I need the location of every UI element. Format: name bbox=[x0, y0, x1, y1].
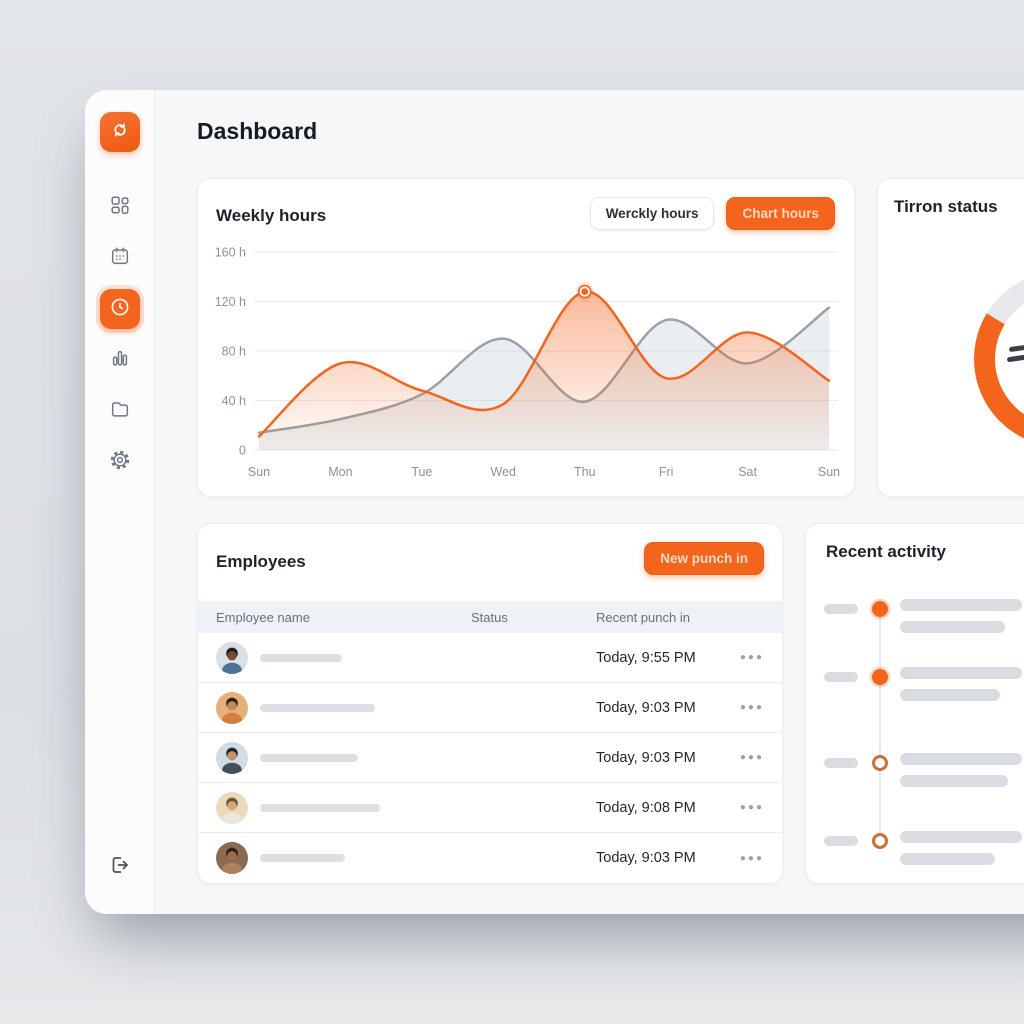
sidebar-item-reports[interactable] bbox=[100, 340, 140, 380]
employee-table-row: Today, 9:03 PM ●●● bbox=[198, 683, 782, 733]
timeline-text-placeholder bbox=[900, 753, 1022, 765]
timeline-dot bbox=[872, 755, 888, 771]
logout-button[interactable] bbox=[85, 853, 154, 882]
weekly-hours-header: Weekly hours Werckly hours Chart hours bbox=[198, 179, 854, 230]
chart-hours-button[interactable]: Chart hours bbox=[726, 197, 835, 230]
recent-activity-title: Recent activity bbox=[826, 542, 946, 561]
grid-dashboard-icon bbox=[109, 194, 131, 221]
timeline-time-placeholder bbox=[824, 836, 858, 846]
employee-avatar bbox=[216, 741, 248, 774]
svg-text:Sun: Sun bbox=[818, 465, 840, 479]
weekly-hours-toggle: Werckly hours Chart hours bbox=[589, 197, 835, 230]
sidebar-item-time-tracking[interactable] bbox=[99, 289, 140, 329]
svg-text:80 h: 80 h bbox=[222, 345, 246, 359]
timeline-text-placeholder bbox=[900, 775, 1008, 787]
column-recent-punch-in: Recent punch in bbox=[596, 609, 690, 625]
timeline-text-placeholder bbox=[900, 689, 1000, 701]
weekly-chart-svg: 0 40 h 80 h 120 h 160 h Sun Mon Tue Wed Thu Fri Sat… bbox=[215, 246, 840, 480]
recent-activity-card: Recent activity bbox=[805, 523, 1024, 884]
row-more-options-icon[interactable]: ●●● bbox=[739, 652, 764, 663]
logout-icon bbox=[108, 853, 132, 882]
row-more-options-icon[interactable]: ●●● bbox=[739, 752, 764, 763]
timeline-dot bbox=[872, 601, 888, 617]
timeline-text-placeholder bbox=[900, 621, 1005, 633]
timeline-time-placeholder bbox=[824, 604, 858, 614]
employee-table-row: Today, 9:55 PM ●●● bbox=[198, 633, 782, 683]
svg-text:40 h: 40 h bbox=[222, 394, 246, 408]
sidebar-item-calendar[interactable] bbox=[100, 238, 140, 278]
timeline-text-placeholder bbox=[900, 667, 1022, 679]
app-window: Dashboard Weekly hours Werckly hours Cha… bbox=[85, 90, 1024, 914]
bar-chart-icon bbox=[109, 347, 131, 374]
employee-name-placeholder bbox=[260, 653, 342, 662]
timeline-time-placeholder bbox=[824, 758, 858, 768]
new-punch-in-button[interactable]: New punch in bbox=[644, 542, 764, 575]
employee-table-row: Today, 9:08 PM ●●● bbox=[198, 783, 782, 833]
svg-text:Wed: Wed bbox=[491, 465, 517, 479]
column-employee-name: Employee name bbox=[216, 609, 310, 625]
sidebar bbox=[85, 90, 155, 914]
main-content: Dashboard Weekly hours Werckly hours Cha… bbox=[155, 90, 1024, 914]
svg-text:Tue: Tue bbox=[411, 465, 432, 479]
timeline-time-placeholder bbox=[824, 672, 858, 682]
sidebar-item-files[interactable] bbox=[100, 391, 140, 431]
tirron-status-card: Tirron status bbox=[877, 178, 1024, 497]
employees-table-header: Employee name Status Recent punch in bbox=[198, 601, 782, 633]
clock-icon bbox=[109, 296, 131, 323]
svg-text:Sun: Sun bbox=[248, 465, 270, 479]
sidebar-nav bbox=[99, 187, 140, 482]
sidebar-item-settings[interactable] bbox=[100, 442, 140, 482]
page-title: Dashboard bbox=[197, 118, 318, 144]
employee-name-placeholder bbox=[260, 854, 345, 862]
svg-text:Fri: Fri bbox=[659, 465, 674, 479]
timeline-connector-line bbox=[879, 609, 881, 841]
settings-gear-icon bbox=[109, 449, 131, 476]
timeline-dot bbox=[872, 669, 888, 685]
employees-header: Employees New punch in bbox=[198, 524, 782, 575]
punch-in-time: Today, 9:03 PM bbox=[596, 850, 696, 866]
svg-text:Sat: Sat bbox=[738, 465, 757, 479]
employee-table-row: Today, 9:03 PM ●●● bbox=[198, 733, 782, 783]
sync-refresh-icon bbox=[109, 119, 131, 146]
employees-card: Employees New punch in Employee name Sta… bbox=[197, 523, 783, 884]
svg-text:160 h: 160 h bbox=[215, 246, 246, 260]
timeline-dot bbox=[872, 833, 888, 849]
employee-avatar bbox=[216, 641, 248, 674]
svg-text:0: 0 bbox=[239, 444, 246, 458]
timeline-text-placeholder bbox=[900, 853, 995, 865]
employees-table-body: Today, 9:55 PM ●●● Today, 9:03 PM ●●● bbox=[198, 633, 782, 883]
weekly-hours-title: Weekly hours bbox=[216, 206, 327, 225]
employee-name-placeholder bbox=[260, 703, 375, 712]
folder-icon bbox=[109, 398, 131, 425]
employee-avatar bbox=[216, 791, 248, 824]
weekly-hours-chart: 0 40 h 80 h 120 h 160 h Sun Mon Tue Wed Thu Fri Sat… bbox=[198, 233, 856, 493]
sidebar-item-dashboard[interactable] bbox=[100, 187, 140, 227]
punch-in-time: Today, 9:55 PM bbox=[596, 649, 696, 666]
app-logo[interactable] bbox=[99, 112, 140, 152]
calendar-icon bbox=[109, 245, 131, 272]
timeline-text-placeholder bbox=[900, 599, 1022, 611]
weekly-hours-button[interactable]: Werckly hours bbox=[589, 197, 715, 230]
punch-in-time: Today, 9:08 PM bbox=[596, 799, 696, 816]
tirron-status-title: Tirron status bbox=[894, 197, 998, 216]
column-status: Status bbox=[471, 609, 508, 625]
row-more-options-icon[interactable]: ●●● bbox=[739, 852, 764, 864]
timeline-text-placeholder bbox=[900, 831, 1022, 843]
row-more-options-icon[interactable]: ●●● bbox=[739, 702, 764, 713]
employee-avatar bbox=[216, 842, 248, 874]
row-more-options-icon[interactable]: ●●● bbox=[739, 802, 764, 813]
employee-avatar bbox=[216, 691, 248, 724]
chart-peak-marker bbox=[575, 282, 594, 301]
weekly-hours-card: Weekly hours Werckly hours Chart hours 0… bbox=[197, 178, 855, 497]
svg-text:120 h: 120 h bbox=[215, 295, 246, 309]
employee-name-placeholder bbox=[260, 753, 358, 762]
svg-text:Mon: Mon bbox=[328, 465, 352, 479]
punch-in-time: Today, 9:03 PM bbox=[596, 699, 696, 716]
svg-text:Thu: Thu bbox=[574, 465, 596, 479]
punch-in-time: Today, 9:03 PM bbox=[596, 749, 696, 766]
employees-title: Employees bbox=[216, 551, 306, 571]
employee-name-placeholder bbox=[260, 803, 380, 812]
employee-table-row: Today, 9:03 PM ●●● bbox=[198, 833, 782, 883]
